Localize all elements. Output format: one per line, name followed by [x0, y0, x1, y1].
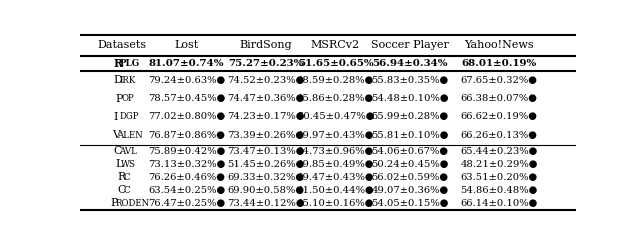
Text: 49.47±0.43%●: 49.47±0.43%●	[296, 173, 374, 182]
Text: 65.44±0.23%●: 65.44±0.23%●	[460, 147, 538, 156]
Text: IRK: IRK	[119, 76, 136, 85]
Text: 51.45±0.26%●: 51.45±0.26%●	[227, 160, 305, 169]
Text: 76.47±0.25%●: 76.47±0.25%●	[148, 199, 225, 208]
Text: 73.44±0.12%●: 73.44±0.12%●	[227, 199, 305, 208]
Text: L: L	[116, 159, 123, 169]
Text: 41.50±0.44%●: 41.50±0.44%●	[296, 186, 374, 195]
Text: 66.62±0.19%●: 66.62±0.19%●	[461, 113, 538, 121]
Text: WS: WS	[121, 160, 136, 169]
Text: 77.02±0.80%●: 77.02±0.80%●	[148, 113, 225, 121]
Text: C: C	[118, 185, 126, 195]
Text: V: V	[112, 130, 120, 140]
Text: 69.90±0.58%●: 69.90±0.58%●	[227, 186, 305, 195]
Text: R: R	[114, 58, 123, 69]
Text: C: C	[123, 186, 130, 195]
Text: D: D	[114, 75, 123, 85]
Text: 49.97±0.43%●: 49.97±0.43%●	[297, 131, 374, 140]
Text: 54.05±0.15%●: 54.05±0.15%●	[371, 199, 449, 208]
Text: 56.94±0.34%: 56.94±0.34%	[372, 59, 447, 68]
Text: Yahoo!News: Yahoo!News	[464, 40, 534, 50]
Text: 54.86±0.48%●: 54.86±0.48%●	[460, 186, 538, 195]
Text: C: C	[114, 146, 122, 156]
Text: 74.47±0.36%●: 74.47±0.36%●	[227, 94, 305, 103]
Text: Soccer Player: Soccer Player	[371, 40, 449, 50]
Text: 55.99±0.28%●: 55.99±0.28%●	[371, 113, 449, 121]
Text: 45.86±0.28%●: 45.86±0.28%●	[297, 94, 374, 103]
Text: P: P	[110, 198, 118, 208]
Text: 66.38±0.07%●: 66.38±0.07%●	[461, 94, 538, 103]
Text: PLG: PLG	[119, 59, 140, 68]
Text: 51.65±0.65%: 51.65±0.65%	[298, 59, 373, 68]
Text: 49.07±0.36%●: 49.07±0.36%●	[371, 186, 449, 195]
Text: 45.10±0.16%●: 45.10±0.16%●	[297, 199, 374, 208]
Text: Lost: Lost	[175, 40, 199, 50]
Text: BirdSong: BirdSong	[240, 40, 292, 50]
Text: ALEN: ALEN	[118, 131, 143, 140]
Text: OP: OP	[121, 94, 134, 103]
Text: 66.26±0.13%●: 66.26±0.13%●	[461, 131, 538, 140]
Text: AVL: AVL	[119, 147, 137, 156]
Text: 63.51±0.20%●: 63.51±0.20%●	[461, 173, 538, 182]
Text: 74.23±0.17%●: 74.23±0.17%●	[227, 113, 305, 121]
Text: 54.06±0.67%●: 54.06±0.67%●	[371, 147, 449, 156]
Text: 68.01±0.19%: 68.01±0.19%	[461, 59, 537, 68]
Text: 48.59±0.28%●: 48.59±0.28%●	[297, 76, 374, 85]
Text: 69.33±0.32%●: 69.33±0.32%●	[227, 173, 305, 182]
Text: 73.39±0.26%●: 73.39±0.26%●	[227, 131, 305, 140]
Text: 54.48±0.10%●: 54.48±0.10%●	[371, 94, 449, 103]
Text: DGP: DGP	[119, 113, 139, 121]
Text: 76.26±0.46%●: 76.26±0.46%●	[148, 173, 225, 182]
Text: R: R	[118, 172, 125, 182]
Text: 81.07±0.74%: 81.07±0.74%	[149, 59, 225, 68]
Text: 66.14±0.10%●: 66.14±0.10%●	[460, 199, 538, 208]
Text: C: C	[123, 173, 130, 182]
Text: 48.21±0.29%●: 48.21±0.29%●	[460, 160, 538, 169]
Text: 49.85±0.49%●: 49.85±0.49%●	[297, 160, 374, 169]
Text: 44.73±0.96%●: 44.73±0.96%●	[297, 147, 374, 156]
Text: 67.65±0.32%●: 67.65±0.32%●	[461, 76, 538, 85]
Text: 55.81±0.10%●: 55.81±0.10%●	[371, 131, 449, 140]
Text: 76.87±0.86%●: 76.87±0.86%●	[148, 131, 225, 140]
Text: 73.13±0.32%●: 73.13±0.32%●	[148, 160, 225, 169]
Text: 55.83±0.35%●: 55.83±0.35%●	[371, 76, 449, 85]
Text: 63.54±0.25%●: 63.54±0.25%●	[148, 186, 225, 195]
Text: 50.24±0.45%●: 50.24±0.45%●	[371, 160, 449, 169]
Text: 75.89±0.42%●: 75.89±0.42%●	[148, 147, 225, 156]
Text: 56.02±0.59%●: 56.02±0.59%●	[371, 173, 449, 182]
Text: 78.57±0.45%●: 78.57±0.45%●	[148, 94, 225, 103]
Text: 50.45±0.47%●: 50.45±0.47%●	[297, 113, 374, 121]
Text: 74.52±0.23%●: 74.52±0.23%●	[227, 76, 305, 85]
Text: 73.47±0.13%●: 73.47±0.13%●	[227, 147, 305, 156]
Text: I: I	[114, 112, 118, 122]
Text: 79.24±0.63%●: 79.24±0.63%●	[148, 76, 225, 85]
Text: RODEN: RODEN	[116, 199, 150, 208]
Text: Datasets: Datasets	[97, 40, 147, 50]
Text: P: P	[116, 94, 123, 104]
Text: MSRCv2: MSRCv2	[311, 40, 360, 50]
Text: 75.27±0.23%: 75.27±0.23%	[228, 59, 304, 68]
